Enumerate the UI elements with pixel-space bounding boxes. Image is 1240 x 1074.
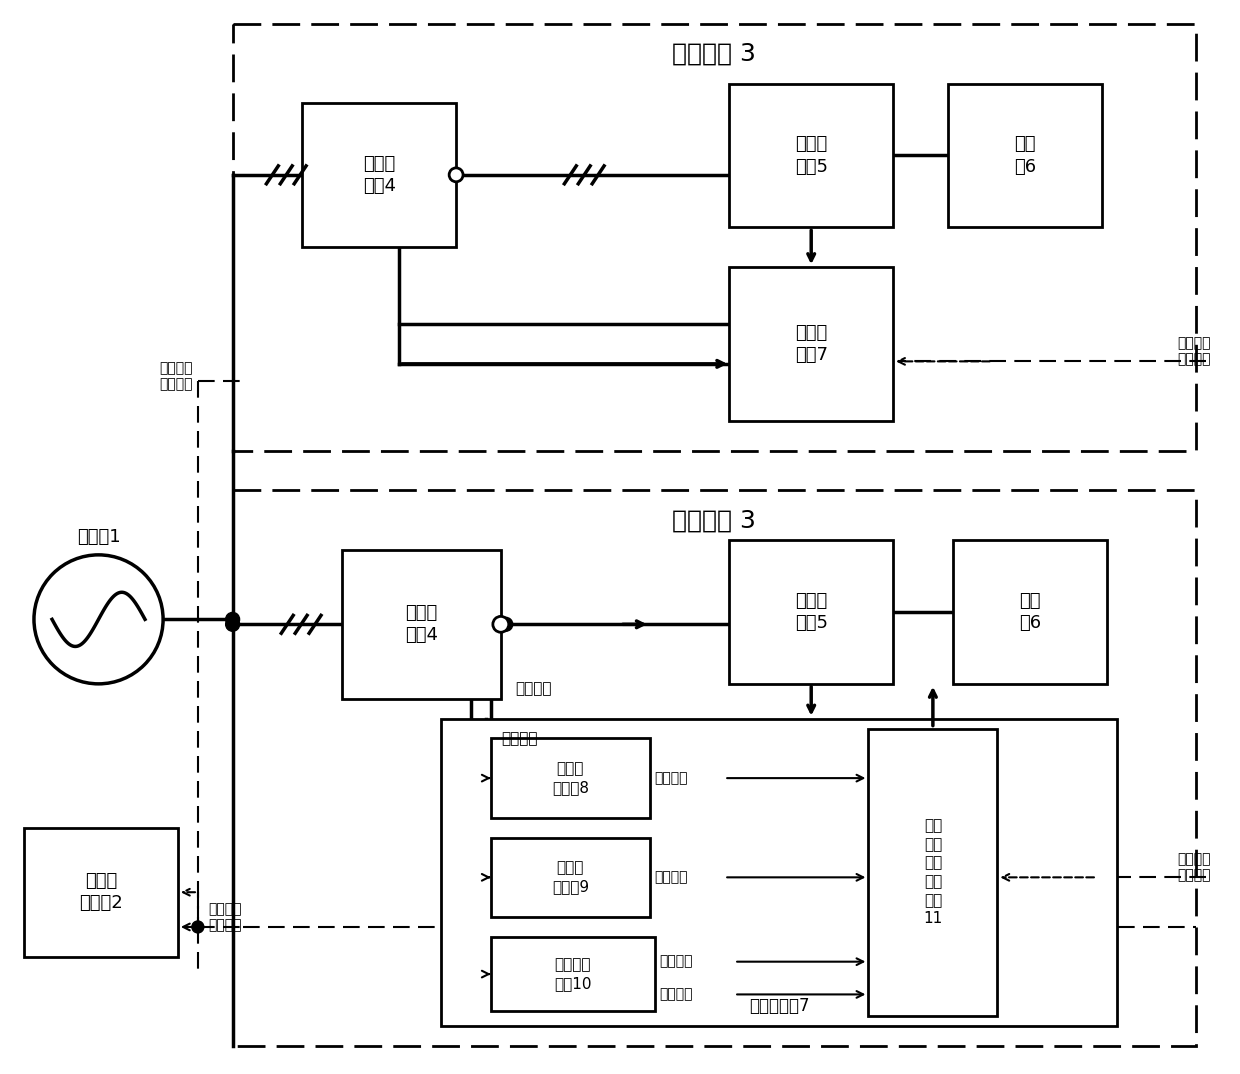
Text: 并网变
压器4: 并网变 压器4 [404,605,438,644]
Text: 频率调
整模块9: 频率调 整模块9 [552,860,589,895]
Text: 并网
控制
信号
调节
模块
11: 并网 控制 信号 调节 模块 11 [924,818,942,927]
Bar [491,937,655,1012]
Bar [729,540,893,684]
Text: 以太网或
光纤通讯: 以太网或 光纤通讯 [1178,336,1211,366]
Text: 并网变
压器4: 并网变 压器4 [362,156,396,195]
Bar [441,719,1117,1026]
Circle shape [498,618,512,632]
Bar [729,267,893,421]
Text: 并网控制器7: 并网控制器7 [749,998,810,1015]
Text: 质量控制: 质量控制 [660,987,693,1001]
Text: 并网变
流器5: 并网变 流器5 [795,592,828,632]
Bar [729,84,893,228]
Text: 以太网或
光纤通讯: 以太网或 光纤通讯 [1178,853,1211,883]
Bar [952,540,1107,684]
Text: 发电
机6: 发电 机6 [1013,135,1035,175]
Text: 以太网或
光纤通讯: 以太网或 光纤通讯 [208,902,242,932]
Text: 并网控
制器7: 并网控 制器7 [795,324,828,364]
Text: 并网电流: 并网电流 [516,681,552,696]
Circle shape [192,921,203,933]
Circle shape [449,168,463,182]
Circle shape [492,616,508,633]
Text: 电网电压: 电网电压 [501,731,537,746]
Text: 电压调
整模块8: 电压调 整模块8 [552,761,589,795]
Text: 有功调节: 有功调节 [655,870,688,884]
Text: 并网变
流器5: 并网变 流器5 [795,135,828,175]
Text: 发电机组 3: 发电机组 3 [672,42,756,66]
Circle shape [226,618,239,632]
Bar [233,491,1197,1046]
Text: 以太网或
光纤通讯: 以太网或 光纤通讯 [160,361,193,391]
Bar [24,828,179,957]
Bar [947,84,1102,228]
Circle shape [33,555,164,684]
Bar [342,550,501,699]
Text: 谐波调整
模块10: 谐波调整 模块10 [554,957,591,991]
Circle shape [226,612,239,626]
Text: 无功调节: 无功调节 [655,771,688,785]
Text: 能量管
理平台2: 能量管 理平台2 [79,872,123,912]
Text: 配电网1: 配电网1 [77,528,120,546]
Bar [491,838,650,917]
Bar [491,739,650,817]
Text: 谐波控制: 谐波控制 [660,955,693,969]
Bar [868,728,997,1016]
Bar [303,103,456,247]
Bar [233,24,1197,451]
Text: 发电机组 3: 发电机组 3 [672,508,756,532]
Text: 发电
机6: 发电 机6 [1019,592,1040,632]
